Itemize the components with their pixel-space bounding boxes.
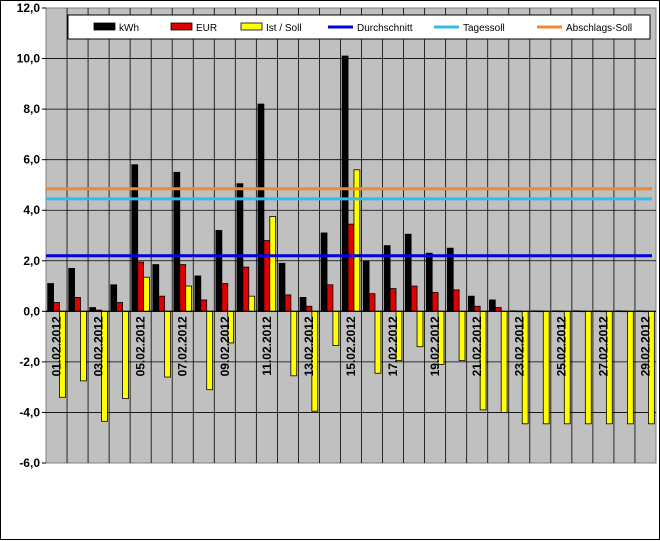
bar-eur: [263, 240, 271, 312]
bar-eur: [284, 294, 292, 312]
bar-kwh: [425, 252, 433, 312]
bar-eur: [389, 288, 397, 312]
x-tick-label: 15.02.2012: [344, 316, 358, 376]
bar-kwh: [173, 171, 181, 312]
bar-ist-soll: [269, 216, 277, 312]
bar-eur: [347, 223, 355, 312]
legend-swatch-ist-soll: [240, 22, 263, 31]
bar-eur: [53, 302, 60, 312]
bar-kwh: [131, 164, 139, 312]
legend-label: Abschlags-Soll: [566, 23, 632, 34]
x-tick-label: 13.02.2012: [302, 316, 316, 376]
bar-kwh: [488, 299, 496, 312]
bar-ist-soll: [206, 310, 214, 391]
bar-kwh: [341, 55, 349, 312]
bar-ist-soll: [458, 310, 466, 362]
bar-kwh: [68, 267, 76, 312]
bar-kwh: [362, 260, 370, 312]
legend-label: Durchschnitt: [357, 23, 413, 34]
legend-label: kWh: [119, 23, 139, 34]
bar-eur: [305, 305, 313, 312]
x-tick-label: 07.02.2012: [176, 316, 190, 376]
bar-ist-soll: [626, 310, 634, 425]
y-tick-label: 6,0: [23, 153, 40, 167]
bar-ist-soll: [353, 169, 361, 312]
bar-eur: [452, 289, 460, 312]
bar-eur: [368, 293, 376, 312]
bar-kwh: [446, 247, 454, 312]
bar-kwh: [320, 232, 328, 312]
x-tick-label: 09.02.2012: [218, 316, 232, 376]
bar-ist-soll: [290, 310, 298, 377]
bar-ist-soll: [248, 295, 256, 312]
x-tick-label: 25.02.2012: [554, 316, 568, 376]
bar-eur: [431, 291, 439, 312]
bar-ist-soll: [143, 276, 150, 312]
bar-kwh: [215, 230, 223, 312]
x-tick-label: 01.02.2012: [50, 316, 64, 376]
legend-label: Tagessoll: [463, 23, 505, 34]
bar-eur: [158, 295, 166, 312]
y-tick-label: 10,0: [17, 52, 41, 66]
y-tick-label: 12,0: [17, 1, 41, 15]
x-tick-label: 17.02.2012: [386, 316, 400, 376]
bar-kwh: [257, 103, 265, 312]
y-tick-label: 2,0: [23, 254, 40, 268]
legend-swatch-kwh: [93, 22, 116, 31]
bar-eur: [242, 266, 250, 312]
bar-eur: [326, 284, 334, 312]
bar-eur: [74, 297, 81, 312]
x-tick-label: 03.02.2012: [92, 316, 106, 376]
bar-eur: [410, 285, 418, 312]
bar-kwh: [152, 264, 160, 312]
bar-ist-soll: [185, 285, 192, 312]
legend-swatch-eur: [170, 22, 193, 31]
y-tick-label: -4,0: [19, 405, 40, 419]
bar-ist-soll: [500, 310, 508, 413]
x-tick-label: 11.02.2012: [260, 316, 274, 376]
legend-label: Ist / Soll: [266, 23, 302, 34]
bar-kwh: [110, 284, 118, 312]
x-tick-label: 29.02.2012: [638, 316, 652, 376]
bar-kwh: [194, 275, 202, 312]
bar-ist-soll: [122, 310, 129, 399]
x-tick-label: 27.02.2012: [596, 316, 610, 376]
x-tick-label: 21.02.2012: [470, 316, 484, 376]
x-tick-label: 23.02.2012: [512, 316, 526, 376]
y-tick-label: -6,0: [19, 456, 40, 470]
y-tick-label: 8,0: [23, 102, 40, 116]
bar-eur: [221, 283, 229, 312]
bar-kwh: [236, 183, 244, 312]
y-tick-label: 0,0: [23, 304, 40, 318]
bar-ist-soll: [584, 310, 592, 425]
y-tick-label: 4,0: [23, 203, 40, 217]
y-tick-label: -2,0: [19, 355, 40, 369]
bar-eur: [200, 299, 208, 312]
bar-ist-soll: [416, 310, 424, 348]
x-tick-label: 05.02.2012: [134, 316, 148, 376]
x-tick-label: 19.02.2012: [428, 316, 442, 376]
bar-kwh: [278, 262, 286, 312]
bar-eur: [473, 305, 481, 312]
bar-eur: [179, 264, 187, 312]
bar-kwh: [47, 283, 54, 312]
bar-eur: [137, 261, 145, 312]
bar-kwh: [467, 295, 475, 312]
legend-label: EUR: [196, 23, 217, 34]
bar-ist-soll: [542, 310, 550, 425]
bar-eur: [116, 302, 123, 312]
bar-kwh: [299, 297, 307, 312]
bar-ist-soll: [80, 310, 87, 382]
bar-ist-soll: [374, 310, 382, 374]
bar-kwh: [404, 233, 412, 312]
bar-ist-soll: [332, 310, 340, 346]
bar-ist-soll: [164, 310, 171, 378]
